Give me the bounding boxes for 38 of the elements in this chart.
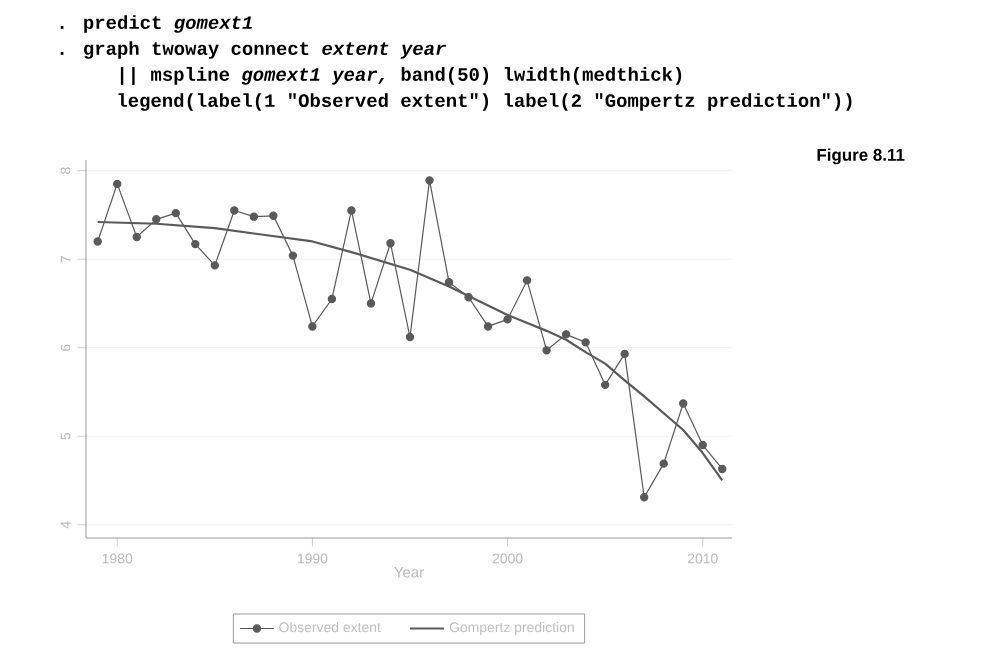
point <box>639 493 649 502</box>
point <box>269 211 278 220</box>
point <box>679 399 688 408</box>
point <box>405 332 415 342</box>
point <box>347 206 356 215</box>
point <box>230 206 239 215</box>
point <box>249 212 259 221</box>
point <box>483 322 493 331</box>
text: . predict gomext1 <box>60 15 252 33</box>
point <box>386 239 395 248</box>
point <box>464 293 473 302</box>
point <box>444 277 454 287</box>
text: || mspline gomext1 year, band(50) lwidth(medthick) <box>120 67 682 85</box>
point <box>425 176 434 185</box>
point <box>132 232 141 242</box>
text: . graph twoway connect extent year <box>60 41 446 59</box>
point <box>561 330 571 339</box>
text: legend(label(1 "Observed extent") label(2 "Gompertz prediction")) <box>118 93 852 111</box>
point <box>522 276 532 285</box>
caption: Figure 8.11 <box>817 148 905 165</box>
point <box>308 322 317 331</box>
point <box>171 208 180 218</box>
point <box>288 251 298 260</box>
point <box>503 315 512 324</box>
point <box>93 237 102 246</box>
point <box>191 239 200 249</box>
point <box>542 346 551 355</box>
point <box>698 440 707 450</box>
point <box>366 299 376 308</box>
point <box>600 380 610 390</box>
point <box>210 261 220 270</box>
point <box>152 215 161 224</box>
point <box>718 464 727 474</box>
point <box>113 179 122 189</box>
point <box>659 459 668 468</box>
point <box>620 349 629 359</box>
point <box>327 294 337 304</box>
point <box>581 338 590 347</box>
